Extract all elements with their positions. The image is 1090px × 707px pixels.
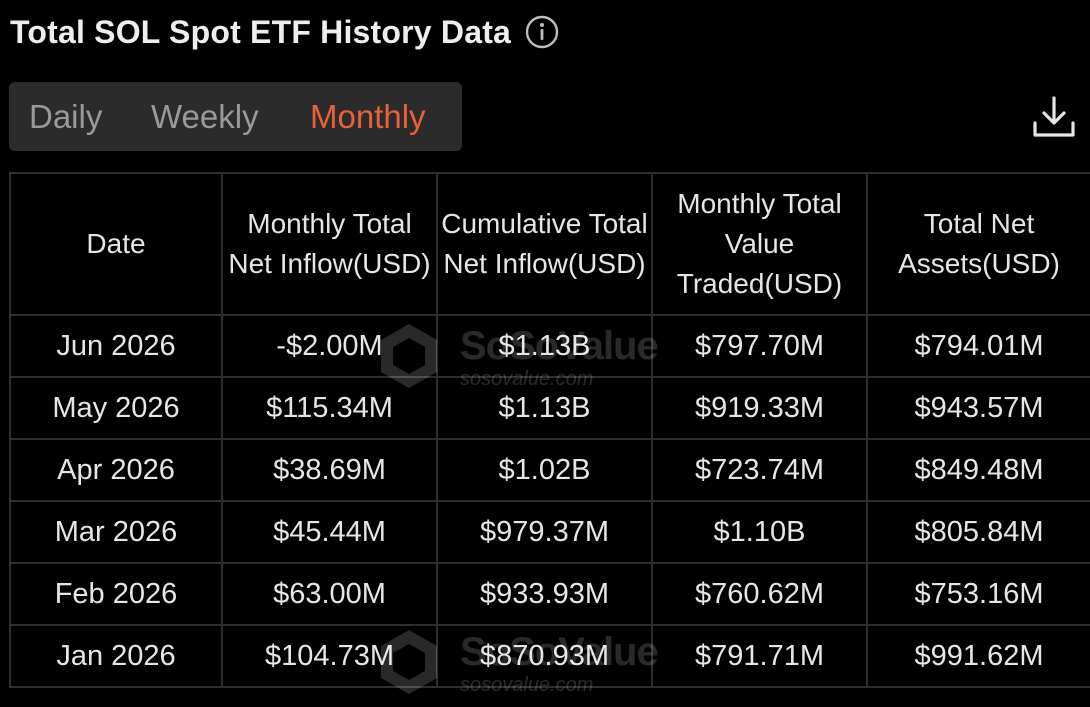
- cell-traded: $1.10B: [651, 500, 868, 564]
- cell-traded: $791.71M: [651, 624, 868, 688]
- tab-daily[interactable]: Daily: [29, 97, 103, 135]
- table-row: Apr 2026 $38.69M $1.02B $723.74M $849.48…: [9, 438, 1090, 502]
- cell-cumulative: $933.93M: [436, 562, 653, 626]
- cell-net-inflow: $38.69M: [221, 438, 438, 502]
- cell-assets: $991.62M: [866, 624, 1090, 688]
- column-header-cumulative: Cumulative Total Net Inflow(USD): [436, 172, 653, 316]
- column-header-date: Date: [9, 172, 223, 316]
- table-row: May 2026 $115.34M $1.13B $919.33M $943.5…: [9, 376, 1090, 440]
- cell-date: Mar 2026: [9, 500, 223, 564]
- table-row: Mar 2026 $45.44M $979.37M $1.10B $805.84…: [9, 500, 1090, 564]
- cell-net-inflow: $104.73M: [221, 624, 438, 688]
- cell-date: Feb 2026: [9, 562, 223, 626]
- cell-traded: $760.62M: [651, 562, 868, 626]
- cell-cumulative: $979.37M: [436, 500, 653, 564]
- cell-assets: $849.48M: [866, 438, 1090, 502]
- cell-traded: $797.70M: [651, 314, 868, 378]
- cell-net-inflow: $63.00M: [221, 562, 438, 626]
- cell-net-inflow: -$2.00M: [221, 314, 438, 378]
- table-row: Feb 2026 $63.00M $933.93M $760.62M $753.…: [9, 562, 1090, 626]
- cell-net-inflow: $115.34M: [221, 376, 438, 440]
- column-header-traded: Monthly Total Value Traded(USD): [651, 172, 868, 316]
- page-title: Total SOL Spot ETF History Data: [10, 13, 512, 50]
- column-header-assets: Total Net Assets(USD): [866, 172, 1090, 316]
- etf-history-table: Date Monthly Total Net Inflow(USD) Cumul…: [9, 172, 1090, 688]
- download-icon[interactable]: [1030, 93, 1078, 141]
- cell-net-inflow: $45.44M: [221, 500, 438, 564]
- cell-date: May 2026: [9, 376, 223, 440]
- period-tabs: Daily Weekly Monthly: [9, 82, 462, 151]
- cell-cumulative: $1.13B: [436, 314, 653, 378]
- tab-monthly[interactable]: Monthly: [310, 97, 426, 135]
- cell-date: Apr 2026: [9, 438, 223, 502]
- tab-weekly[interactable]: Weekly: [151, 97, 259, 135]
- cell-assets: $753.16M: [866, 562, 1090, 626]
- cell-cumulative: $1.13B: [436, 376, 653, 440]
- cell-assets: $805.84M: [866, 500, 1090, 564]
- cell-cumulative: $1.02B: [436, 438, 653, 502]
- cell-date: Jun 2026: [9, 314, 223, 378]
- title-row: Total SOL Spot ETF History Data: [10, 8, 559, 56]
- cell-cumulative: $870.93M: [436, 624, 653, 688]
- cell-date: Jan 2026: [9, 624, 223, 688]
- cell-assets: $943.57M: [866, 376, 1090, 440]
- cell-traded: $919.33M: [651, 376, 868, 440]
- cell-assets: $794.01M: [866, 314, 1090, 378]
- column-header-net-inflow: Monthly Total Net Inflow(USD): [221, 172, 438, 316]
- table-row: Jun 2026 -$2.00M $1.13B $797.70M $794.01…: [9, 314, 1090, 378]
- info-circle-icon[interactable]: [525, 15, 559, 49]
- table-header-row: Date Monthly Total Net Inflow(USD) Cumul…: [9, 172, 1090, 316]
- cell-traded: $723.74M: [651, 438, 868, 502]
- table-row: Jan 2026 $104.73M $870.93M $791.71M $991…: [9, 624, 1090, 688]
